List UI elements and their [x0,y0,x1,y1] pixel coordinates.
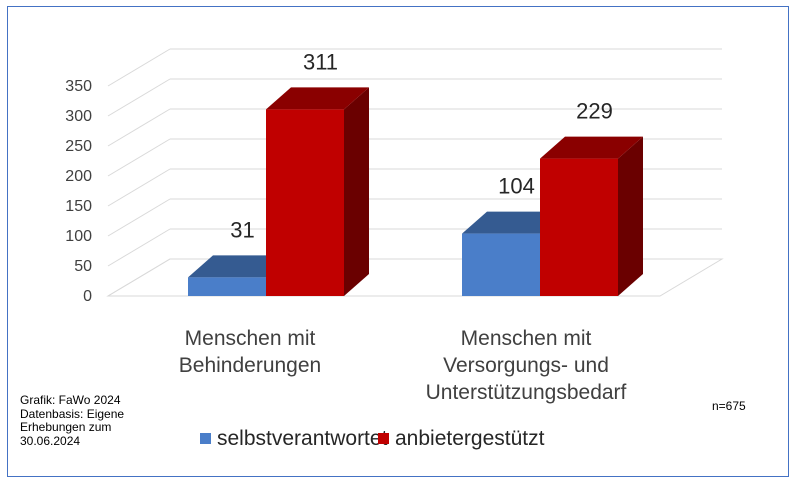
legend-swatch [200,433,211,444]
bar-top [462,211,565,234]
data-label: 311 [303,49,338,74]
y-tick-label: 200 [65,168,92,185]
bar [540,158,618,296]
gridline-side [107,228,171,267]
legend: selbstverantwortet anbietergestützt [200,427,545,450]
gridline-side [107,258,171,297]
bar-side [618,136,643,296]
category-label: Behinderungen [179,354,321,377]
y-axis-ticks: 0 50 100 150 200 250 300 350 [65,78,92,305]
bar [266,109,344,297]
bar-side [344,87,369,297]
category-label: Versorgungs- und [443,354,609,377]
y-tick-label: 150 [65,198,92,215]
gridline-side [107,48,171,87]
gridline-side [107,168,171,207]
data-labels: 31 311 104 229 [230,49,613,242]
category-label: Unterstützungsbedarf [426,381,627,404]
gridline-side [107,198,171,237]
bars [188,87,643,297]
y-tick-label: 250 [65,138,92,155]
chart-frame [7,6,789,477]
gridline-side [107,138,171,177]
y-tick-label: 100 [65,228,92,245]
legend-label: anbietergestützt [395,427,545,450]
category-label: Menschen mit [461,327,592,350]
gridline-side [107,108,171,147]
bar-top [540,136,643,159]
data-label: 229 [576,99,613,124]
y-tick-label: 350 [65,78,92,95]
sample-size-note: n=675 [712,399,746,413]
category-label: Menschen mit [185,327,316,350]
y-tick-label: 50 [74,258,92,275]
data-label: 104 [498,174,535,199]
bar-top [188,255,291,278]
bar [188,277,266,296]
gridline-side [107,78,171,117]
legend-swatch [378,433,389,444]
source-note: Grafik: FaWo 2024 Datenbasis: Eigene Erh… [20,393,125,448]
bar [462,233,540,296]
category-labels: Menschen mit Behinderungen Menschen mit Ver… [179,327,627,404]
legend-label: selbstverantwortet [217,427,388,450]
data-label: 31 [230,217,254,242]
bar-top [266,87,369,110]
y-tick-label: 300 [65,108,92,125]
y-tick-label: 0 [83,288,92,305]
